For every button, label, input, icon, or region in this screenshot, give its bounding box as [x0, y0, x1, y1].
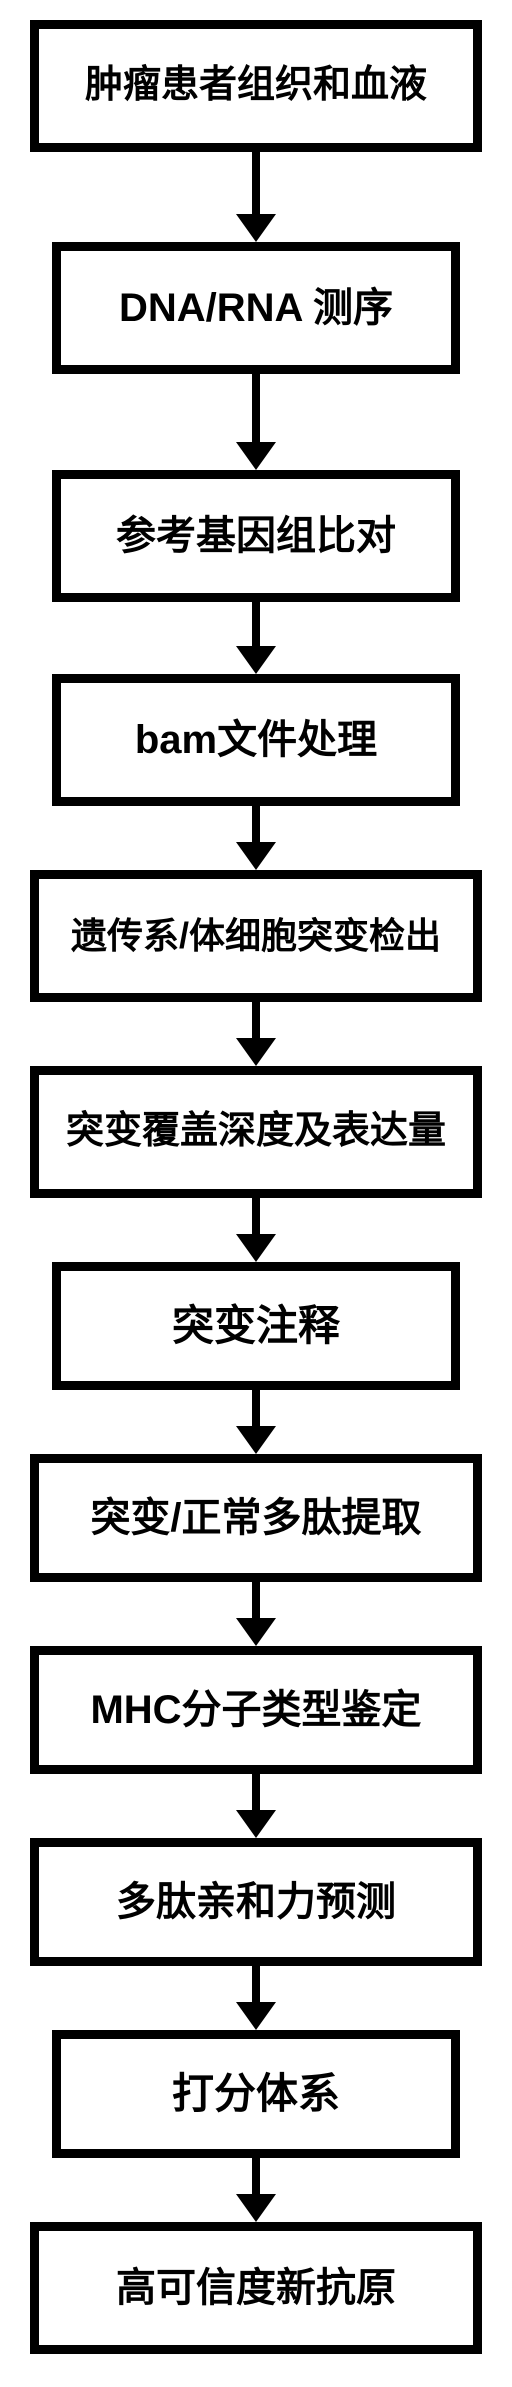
- flowchart: 肿瘤患者组织和血液DNA/RNA 测序参考基因组比对bam文件处理遗传系/体细胞…: [0, 0, 512, 2387]
- flow-arrow: [0, 0, 512, 2387]
